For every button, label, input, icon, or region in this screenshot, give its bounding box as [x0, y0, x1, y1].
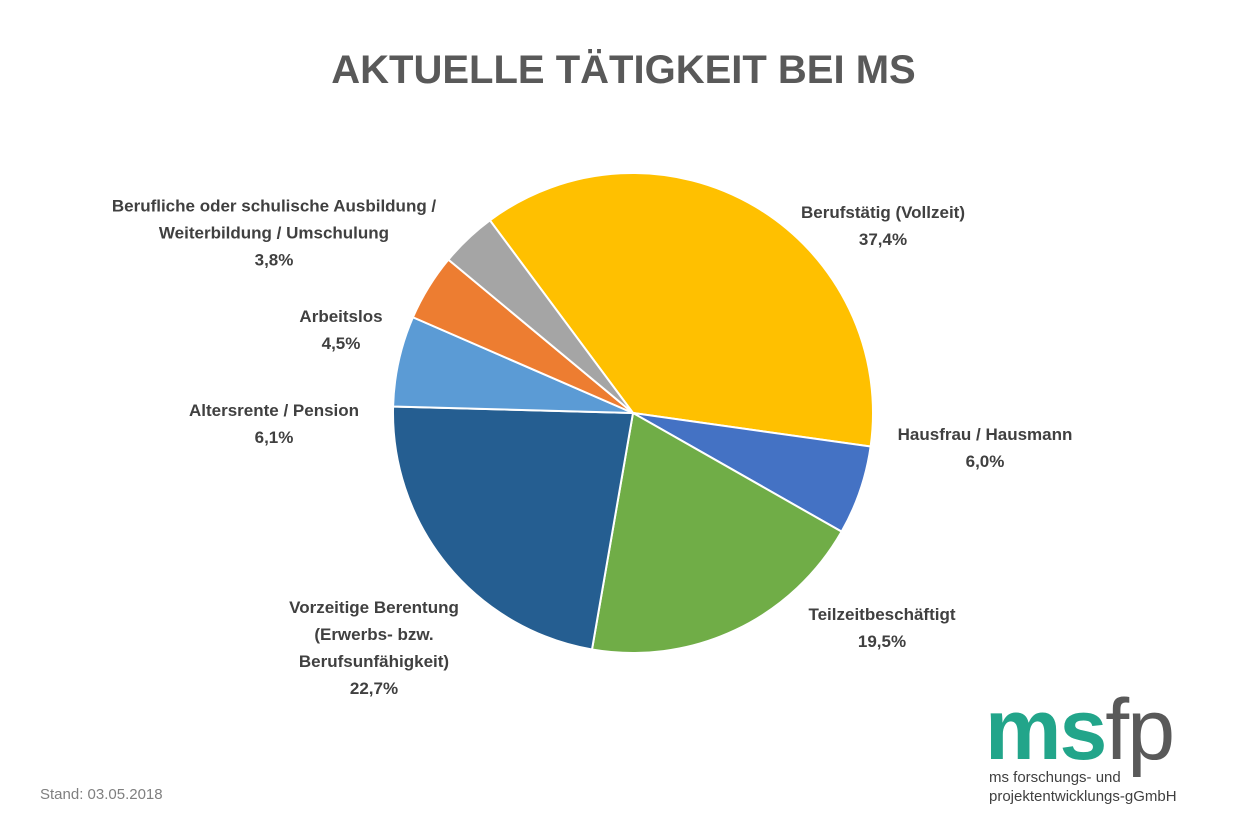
- logo-line2: projektentwicklungs-gGmbH: [989, 788, 1177, 805]
- logo-wordmark: msfp: [985, 682, 1175, 778]
- logo-ms: ms: [985, 682, 1107, 778]
- slice-value-label: 19,5%: [857, 632, 907, 651]
- slice-label-text: Hausfrau / Hausmann: [897, 425, 1073, 444]
- slice-value-label: 3,8%: [254, 250, 294, 270]
- slice-label: Berufliche oder schulische Ausbildung / W…: [112, 193, 436, 274]
- slice-label-text: Vorzeitige Berentung: [289, 598, 459, 617]
- chart-title: AKTUELLE TÄTIGKEIT BEI MS: [331, 48, 916, 92]
- slice-value-label: 6,1%: [254, 428, 294, 447]
- pie-slice: [488, 171, 874, 448]
- logo-fp: fp: [1105, 682, 1175, 778]
- slice-value-label: 22,7%: [349, 679, 399, 698]
- pie-slice: [590, 411, 843, 654]
- slice-label-text: Berufsunfähigkeit): [298, 652, 450, 671]
- slice-label-text: Arbeitslos: [299, 307, 383, 326]
- msfp-logo: msfp ms forschungs- und projektentwicklu…: [985, 682, 1225, 810]
- slice-label: Berufstätig (Vollzeit) 37,4%: [801, 199, 965, 253]
- logo-subtitle: ms forschungs- und projektentwicklungs-g…: [989, 768, 1177, 806]
- slice-label-text: Altersrente / Pension: [188, 401, 360, 420]
- slice-label: Vorzeitige Berentung (Erwerbs- bzw. Berufs…: [289, 594, 459, 702]
- slice-label: Hausfrau / Hausmann 6,0%: [898, 421, 1073, 475]
- stand-date: Stand: 03.05.2018: [40, 786, 163, 803]
- slice-value-label: 4,5%: [321, 334, 361, 353]
- pie-slice: [392, 405, 635, 651]
- pie-slice: [446, 218, 634, 414]
- slice-label-text: Weiterbildung / Umschulung: [158, 223, 390, 243]
- slice-label-text: (Erwerbs- bzw.: [314, 625, 434, 644]
- slice-label: Altersrente / Pension 6,1%: [189, 397, 359, 451]
- slice-label: Teilzeitbeschäftigt 19,5%: [808, 601, 955, 655]
- slice-value-label: 37,4%: [858, 230, 908, 249]
- slice-label: Arbeitslos 4,5%: [299, 303, 382, 357]
- slice-label-text: Berufstätig (Vollzeit): [800, 203, 966, 222]
- slice-label-text: Berufliche oder schulische Ausbildung /: [111, 196, 437, 216]
- slice-label-text: Teilzeitbeschäftigt: [808, 605, 956, 624]
- slice-value-label: 6,0%: [965, 452, 1005, 471]
- logo-line1: ms forschungs- und: [989, 769, 1121, 786]
